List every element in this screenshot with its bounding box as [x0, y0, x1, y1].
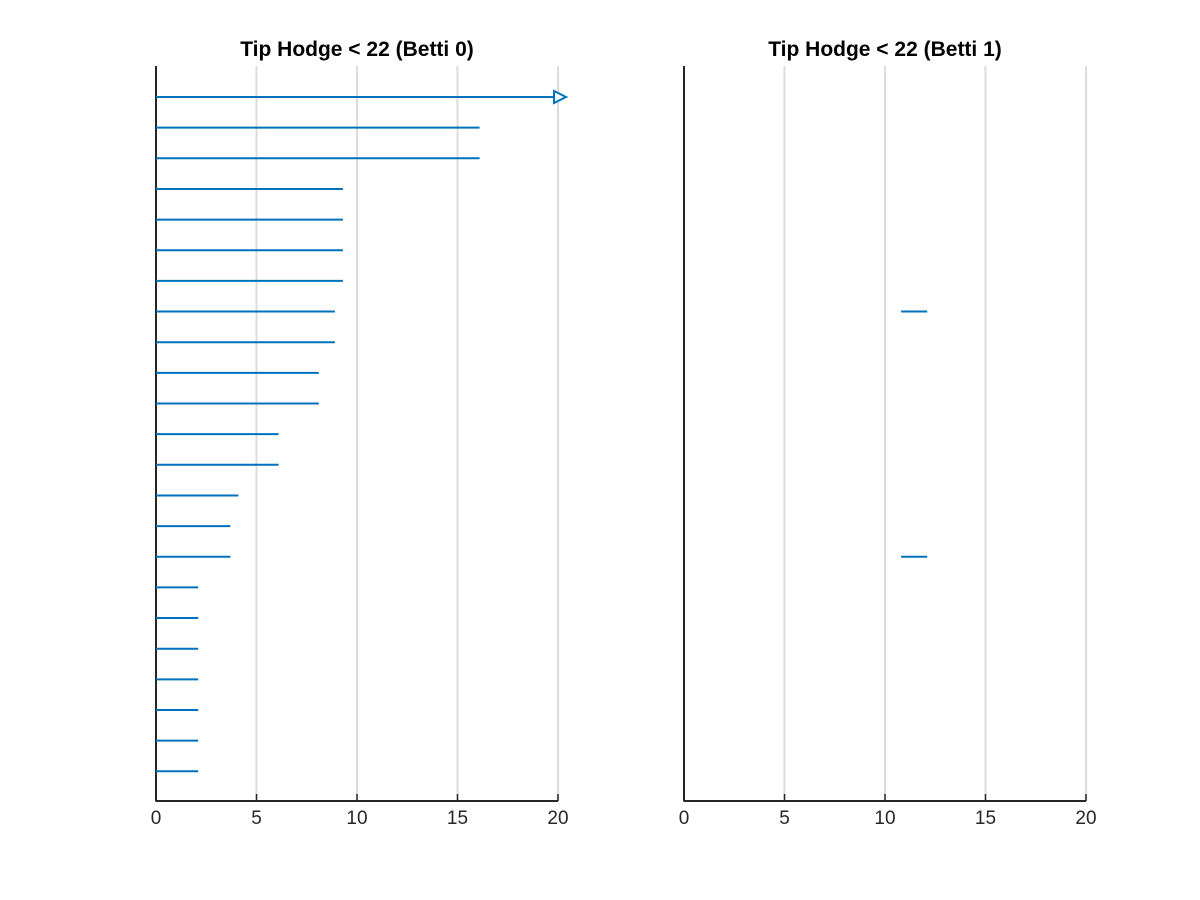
- chart-title: Tip Hodge < 22 (Betti 1): [768, 38, 1002, 61]
- x-tick-label-5: 5: [779, 808, 790, 829]
- x-tick-label-0: 0: [151, 808, 162, 829]
- chart-title: Tip Hodge < 22 (Betti 0): [240, 38, 474, 61]
- infinite-interval-arrow-icon: [553, 89, 569, 105]
- x-tick-label-5: 5: [251, 808, 262, 829]
- betti-1-panel: 0 5 10 15 20 Tip Hodge < 22 (Betti 1): [679, 38, 1097, 829]
- x-tick-label-10: 10: [346, 808, 367, 829]
- x-tick-label-20: 20: [547, 808, 568, 829]
- x-tick-label-10: 10: [874, 808, 895, 829]
- x-tick-label-20: 20: [1075, 808, 1096, 829]
- x-tick-label-15: 15: [447, 808, 468, 829]
- betti-0-panel: 0 5 10 15 20 Tip Hodge < 22 (Betti 0): [151, 38, 569, 829]
- x-tick-label-15: 15: [975, 808, 996, 829]
- x-tick-label-0: 0: [679, 808, 690, 829]
